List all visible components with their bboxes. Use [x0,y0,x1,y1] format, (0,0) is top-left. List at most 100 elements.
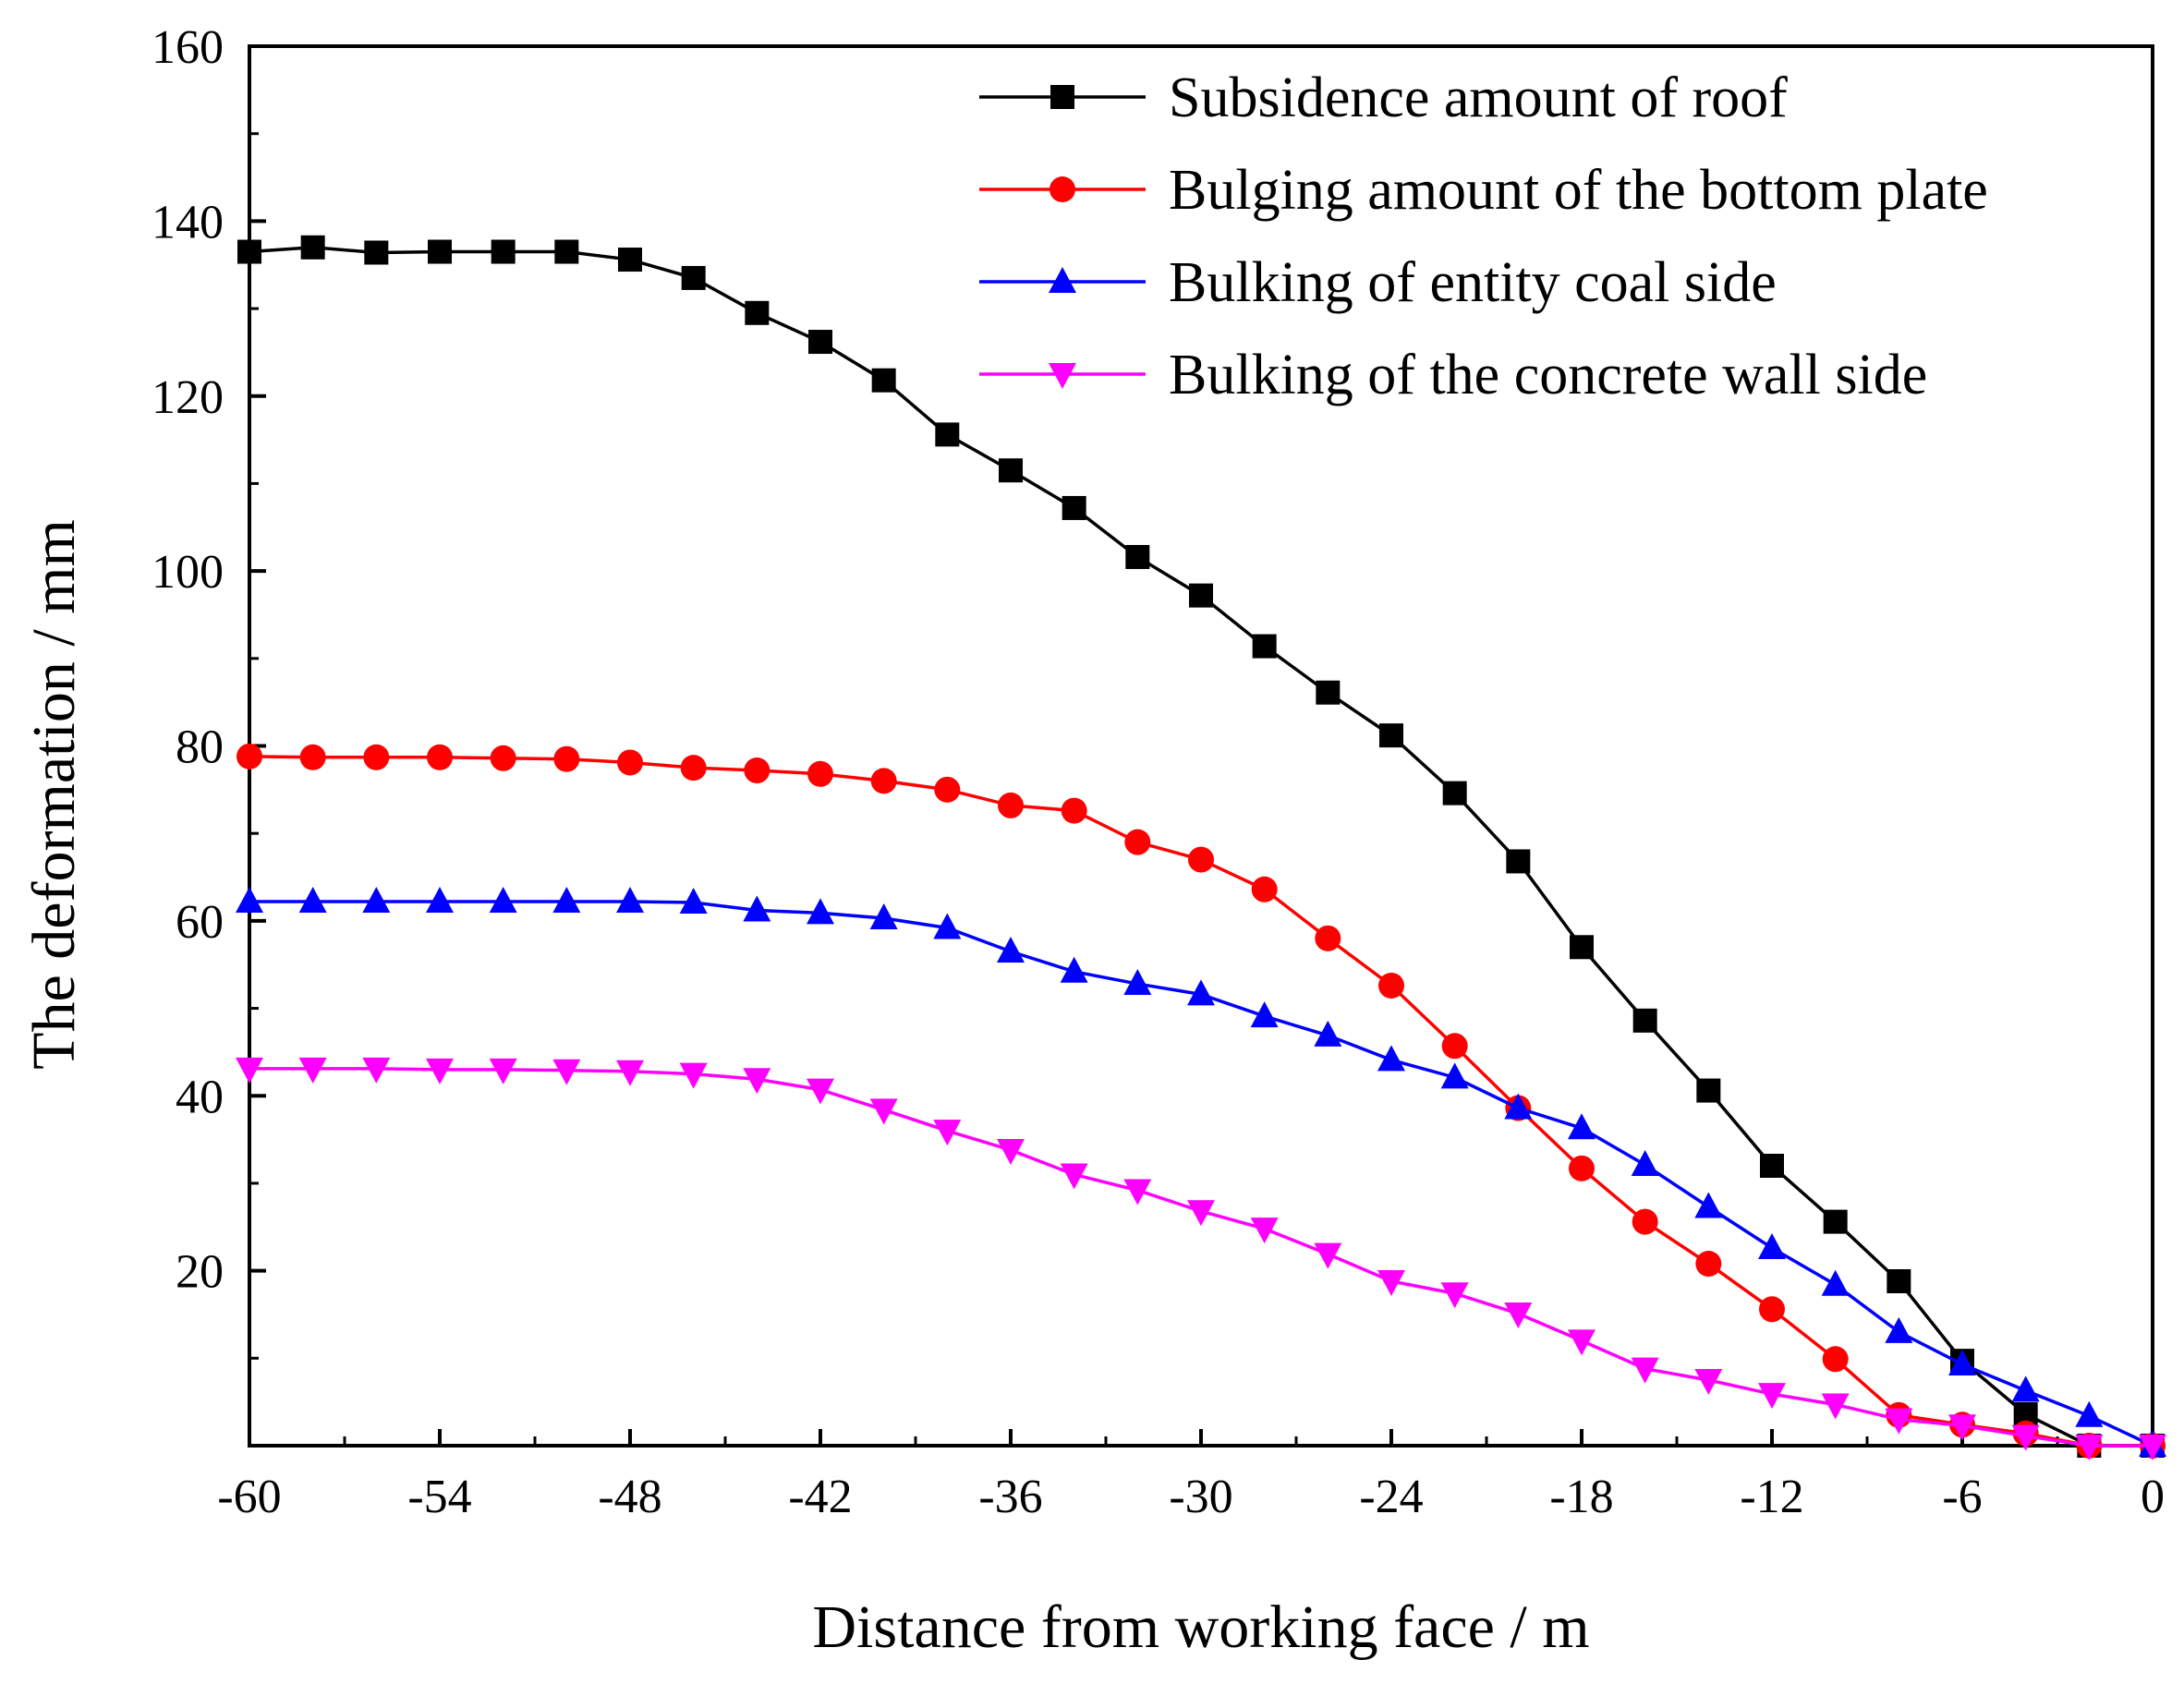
data-point [743,1068,771,1095]
data-point [1251,876,1278,903]
data-point [1062,495,1086,520]
data-point [298,1057,327,1084]
data-point [1695,1251,1722,1278]
y-tick-label: 80 [176,721,224,774]
data-point [1822,1346,1849,1373]
data-point [870,768,897,794]
data-point [427,744,453,770]
data-point [998,792,1024,818]
data-point [744,757,770,784]
legend-label: Bulging amount of the bottom plate [1169,159,1988,222]
y-axis-title: The deformation / mm [20,519,88,1070]
data-point [745,300,770,325]
axis-ticks: -60 -54 -48 -42 -36 -30 -24 -18 -12 -6 02040608010… [152,21,2165,1523]
data-point [1632,1008,1657,1033]
data-point [616,1060,644,1086]
data-point [1250,1001,1279,1028]
data-point [1885,1408,1913,1435]
series-2 [237,743,2166,1459]
data-point [1506,849,1531,874]
data-point [933,1120,962,1146]
legend-marker [1049,363,1076,389]
data-point [426,1058,454,1084]
data-point [1315,925,1341,951]
legend-label: Bulking of the concrete wall side [1169,344,1927,406]
y-tick-label: 40 [176,1071,224,1123]
y-tick-label: 20 [176,1246,224,1299]
data-point [1187,1200,1215,1227]
data-point [1504,1093,1533,1120]
data-point [1504,1302,1533,1329]
data-point [362,1057,391,1084]
data-point [1124,829,1151,855]
data-point [1823,1209,1848,1234]
data-point [1570,935,1594,960]
x-tick-label: -48 [598,1471,661,1523]
data-point [618,248,642,273]
x-tick-label: -36 [978,1471,1042,1523]
data-point [1314,1020,1342,1047]
data-point [1252,634,1277,659]
data-point [807,898,834,925]
data-point [1696,1078,1721,1103]
data-point [552,1059,581,1085]
data-point [1632,1208,1658,1235]
data-point [236,887,263,914]
legend-label: Bulking of entity coal side [1169,251,1777,314]
data-point [428,239,452,264]
data-point [680,755,707,781]
data-point [552,887,581,914]
legend-marker [1049,267,1076,293]
data-point [997,1138,1025,1165]
data-point [1821,1393,1850,1420]
data-point [362,887,391,914]
data-point [1123,969,1152,996]
data-point [1316,680,1341,705]
data-point [1250,1218,1279,1244]
data-point [1568,1113,1596,1140]
legend-entry: Bulging amount of the bottom plate [979,159,1988,222]
data-point [1440,1282,1469,1309]
data-point [1060,1163,1088,1190]
data-point [1125,544,1150,569]
data-point [1569,1155,1595,1181]
data-point [679,1062,708,1089]
data-point [808,330,832,355]
series-line [249,246,2153,1448]
y-tick-label: 120 [152,371,224,424]
x-tick-label: -30 [1169,1471,1232,1523]
x-tick-label: -42 [788,1471,852,1523]
data-point [934,776,961,803]
series-layer [236,235,2166,1460]
data-point [1948,1349,1976,1375]
y-tick-label: 60 [176,896,224,949]
data-point [1189,583,1213,608]
data-point [1061,797,1087,824]
data-point [1379,723,1403,748]
y-tick-label: 140 [152,196,224,248]
data-point [616,887,644,914]
data-point [869,903,898,930]
y-tick-label: 160 [152,21,224,74]
data-point [1440,1062,1469,1089]
data-point [1758,1383,1786,1410]
data-point [1442,781,1467,806]
data-point [933,913,962,939]
legend-entry: Bulking of the concrete wall side [979,344,1927,406]
data-point [1188,846,1214,873]
data-point [1887,1268,1911,1293]
legend-label: Subsidence amount of roof [1169,67,1788,129]
data-point [491,239,516,264]
data-point [1885,1316,1913,1343]
legend-marker [1050,85,1074,109]
data-point [1760,1154,1784,1178]
data-point [489,1058,517,1084]
data-point [681,265,706,290]
data-point [1187,979,1215,1006]
series-1 [237,235,2165,1458]
data-point [869,1098,898,1125]
data-point [679,887,708,914]
data-point [1568,1329,1596,1356]
